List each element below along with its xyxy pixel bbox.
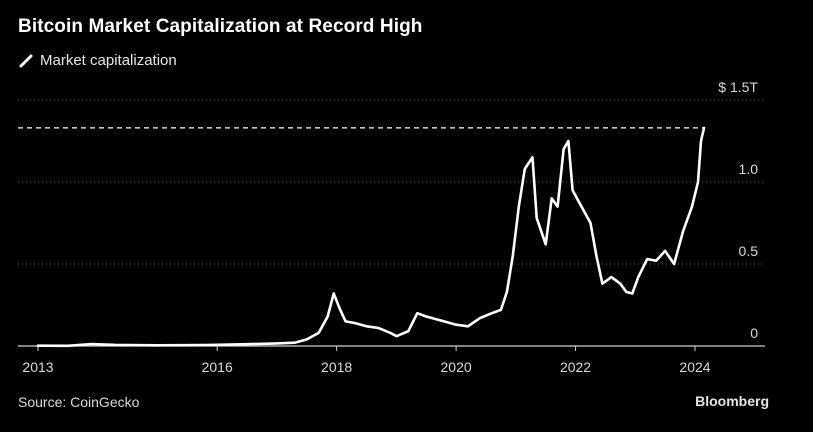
x-tick-label: 2022 [560,359,591,375]
y-tick-label: 0.5 [739,243,759,259]
y-tick-label: 1.0 [739,161,759,177]
x-tick-label: 2018 [321,359,352,375]
x-tick-label: 2013 [22,359,53,375]
brand-logo: Bloomberg [695,393,769,409]
x-tick-label: 2020 [441,359,472,375]
series-line-market-cap [36,126,706,348]
chart-title: Bitcoin Market Capitalization at Record … [18,16,423,37]
legend-line-icon [19,54,33,67]
source-note: Source: CoinGecko [18,394,140,410]
y-tick-label: $ 1.5T [718,79,758,95]
legend: Market capitalization [18,52,177,69]
x-tick-label: 2024 [679,359,710,375]
y-tick-label: 0 [750,325,758,341]
x-tick-label: 2016 [202,359,233,375]
legend-label: Market capitalization [40,52,177,69]
